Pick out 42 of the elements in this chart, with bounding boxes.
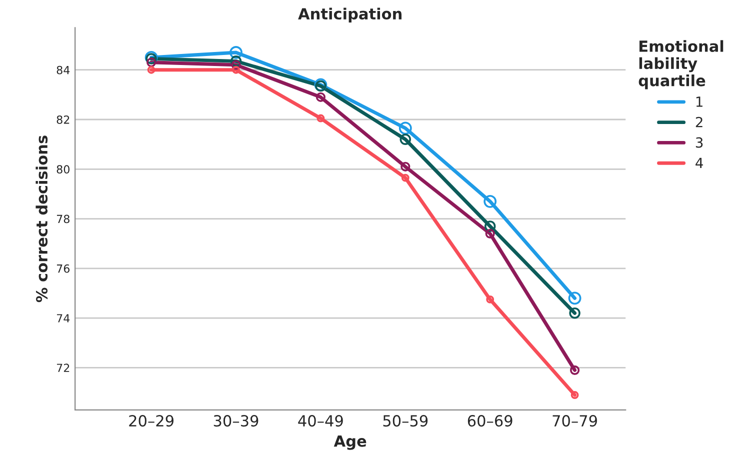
point [232, 66, 240, 74]
point [486, 295, 494, 304]
y-axis-title: % correct decisions [36, 136, 48, 302]
y-tick-label: 78 [56, 214, 70, 224]
point [568, 292, 582, 305]
y-tick-label: 74 [56, 314, 70, 322]
point [147, 66, 156, 74]
point [231, 60, 241, 70]
x-tick-label: 60–69 [468, 415, 512, 427]
point [569, 307, 580, 319]
point [144, 50, 158, 64]
point [316, 114, 325, 122]
legend-label: 2 [696, 116, 702, 128]
chart-title: Anticipation [298, 8, 402, 23]
legend-title: Emotional lability quartile [638, 40, 724, 90]
point [570, 391, 579, 399]
x-tick-label: 30–39 [214, 415, 258, 427]
y-tick-label: 82 [56, 115, 70, 124]
legend-label: 3 [696, 137, 703, 148]
point [400, 134, 412, 145]
point [398, 122, 412, 135]
point [570, 365, 580, 375]
point [484, 220, 496, 232]
point [485, 228, 495, 238]
x-tick-label: 20–29 [129, 415, 174, 427]
point [401, 174, 410, 182]
point [316, 92, 326, 102]
x-tick-label: 50–59 [383, 415, 428, 427]
point [146, 58, 156, 68]
point [230, 46, 242, 59]
y-tick-label: 72 [56, 364, 70, 372]
legend-label: 4 [696, 158, 703, 168]
y-tick-label: 84 [56, 66, 70, 74]
y-tick-label: 80 [56, 165, 70, 174]
legend-label: 1 [696, 96, 702, 107]
x-tick-label: 70–79 [552, 415, 597, 427]
point [484, 194, 497, 208]
y-tick-label: 76 [56, 264, 70, 273]
x-tick-label: 40–49 [298, 415, 343, 427]
point [230, 56, 242, 67]
point [400, 162, 410, 172]
x-axis-title: Age [334, 435, 366, 450]
